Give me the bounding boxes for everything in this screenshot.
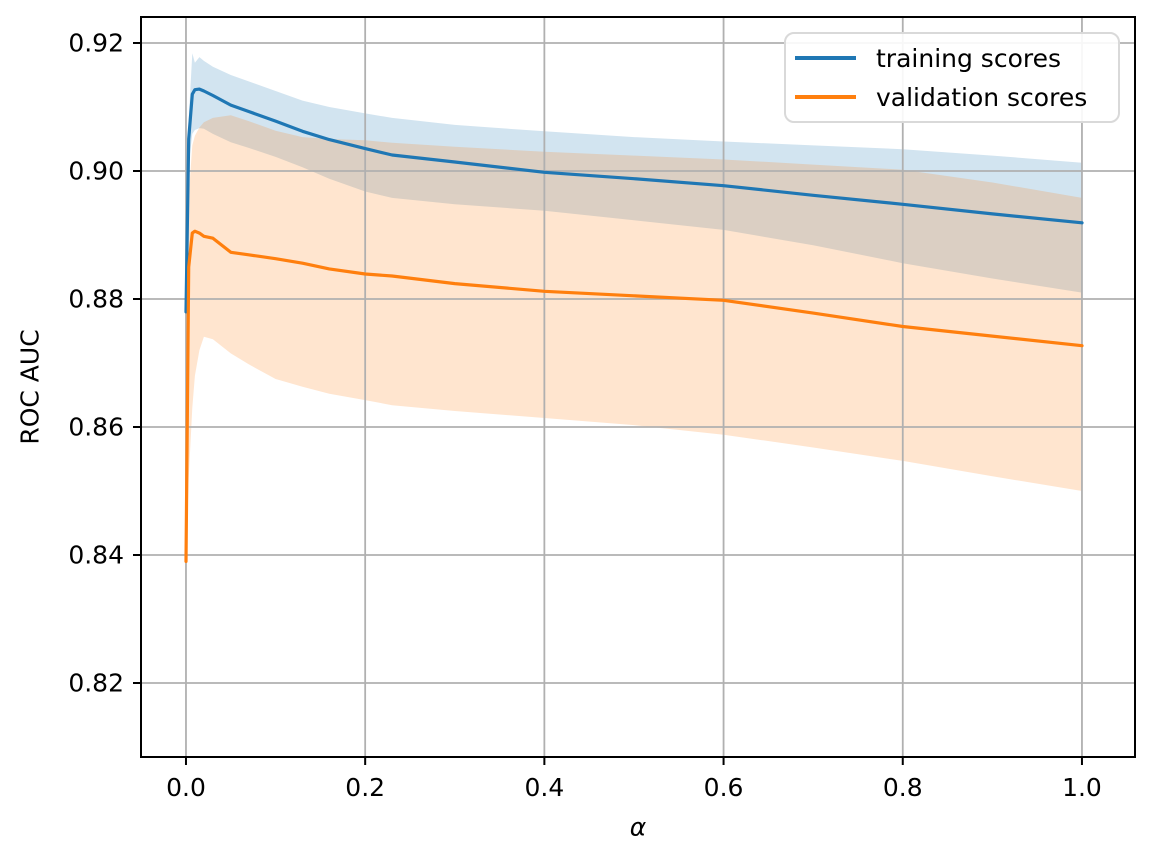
legend-label: training scores: [876, 43, 1061, 73]
legend-swatch-validation-scores: [795, 95, 856, 99]
legend-label: validation scores: [876, 82, 1088, 112]
axes-spines: [140, 16, 1136, 758]
legend-item-validation-scores: validation scores: [786, 82, 1118, 112]
band-validation-scores: [186, 115, 1082, 562]
legend-item-training-scores: training scores: [786, 43, 1118, 73]
x-tick-label: 0.4: [524, 773, 565, 802]
x-tick-label: 0.6: [703, 773, 744, 802]
y-tick-label: 0.88: [68, 284, 124, 314]
line-validation-scores: [184, 229, 1084, 564]
x-tick-label: 0.2: [345, 773, 386, 802]
line-training-scores: [184, 87, 1084, 314]
legend: training scores validation scores: [784, 32, 1120, 123]
y-tick-label: 0.84: [68, 540, 124, 570]
x-tick-label: 0.0: [166, 773, 206, 802]
y-tick-label: 0.82: [68, 668, 124, 698]
y-tick-label: 0.92: [68, 28, 124, 58]
y-tick-label: 0.90: [68, 156, 124, 186]
band-training-scores: [186, 53, 1082, 312]
legend-swatch-training-scores: [795, 56, 856, 60]
x-tick-label: 1.0: [1062, 773, 1102, 802]
y-tick-label: 0.86: [68, 412, 124, 442]
y-axis-label: ROC AUC: [15, 329, 45, 445]
x-tick-label: 0.8: [882, 773, 923, 802]
x-axis-label: α: [629, 812, 647, 842]
